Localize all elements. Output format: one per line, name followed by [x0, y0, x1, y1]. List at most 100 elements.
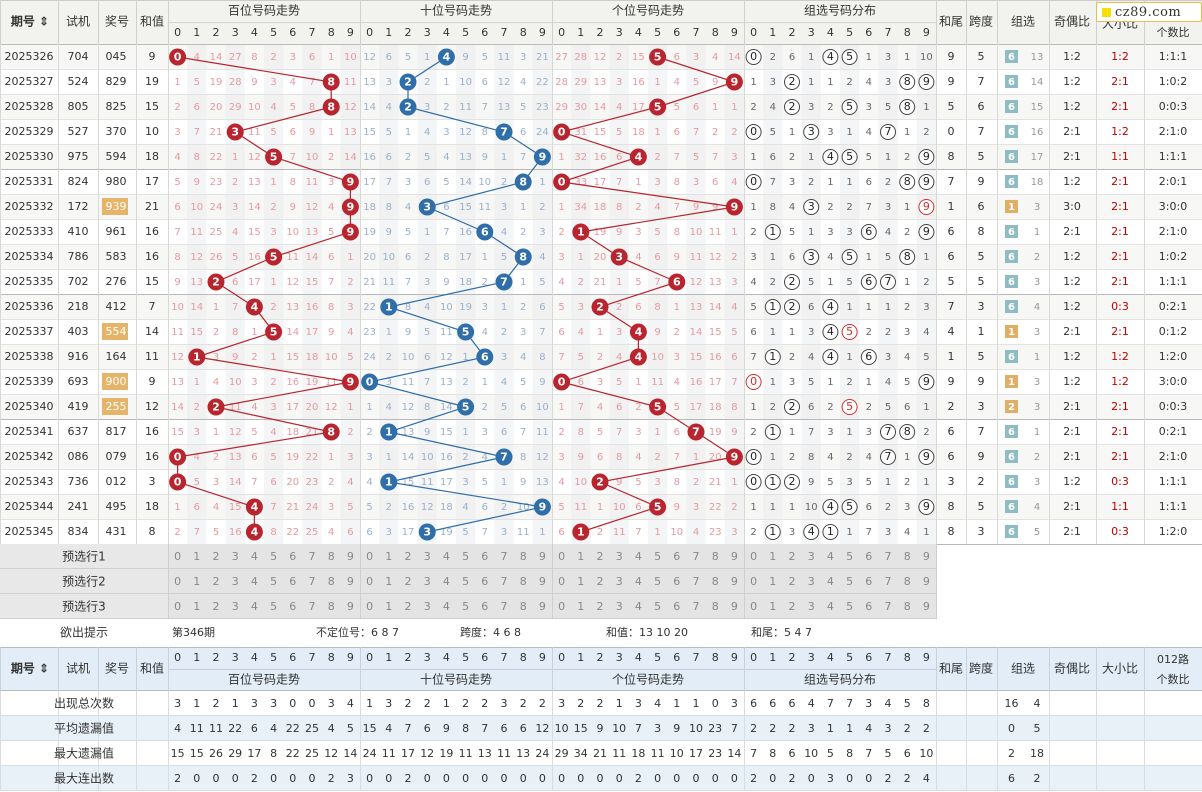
trend-ball: [399, 98, 417, 116]
group-missing-cell: 1: [789, 327, 795, 338]
group-missing-cell: 6: [866, 177, 872, 188]
missing-value-cell: 9: [539, 377, 545, 388]
preselect-digit: 4: [635, 600, 642, 613]
missing-value-cell: 15: [286, 352, 299, 363]
missing-value-cell: 4: [539, 252, 545, 263]
site-logo[interactable]: cz89.com: [1096, 2, 1202, 22]
trend-ball-number: 7: [500, 126, 508, 139]
missing-value-cell: 15: [402, 477, 415, 488]
sum-cell: 18: [145, 150, 159, 163]
missing-value-cell: 7: [674, 202, 680, 213]
sum-cell: 12: [145, 400, 159, 413]
group-missing-cell: 8: [808, 452, 814, 463]
trend-ball: [572, 223, 590, 241]
preselect-digit: 8: [712, 575, 719, 588]
missing-value-cell: 5: [558, 502, 564, 513]
draw-number-cell: 900: [106, 375, 127, 388]
missing-value-cell: 3: [213, 352, 219, 363]
preselect-digit: 1: [385, 600, 392, 613]
missing-value-cell: 6: [674, 52, 680, 63]
group-missing-count: 4: [1034, 302, 1040, 313]
group-hit-ring: [918, 374, 935, 390]
group-missing-cell: 1: [885, 152, 891, 163]
missing-value-cell: 11: [421, 477, 434, 488]
issue-cell: 2025345: [5, 525, 54, 538]
span-cell: 5: [978, 350, 985, 363]
group-missing-cell: 6: [866, 502, 872, 513]
preselect-digit: 3: [232, 600, 239, 613]
odd-even-cell: 3:0: [1063, 200, 1081, 213]
stats-value: 10: [670, 747, 684, 760]
group-missing-cell: 2: [827, 202, 833, 213]
preselect-digit: 9: [539, 600, 546, 613]
stats-value: 11: [651, 747, 665, 760]
group-missing-cell: 3: [885, 352, 891, 363]
preselect-digit: 6: [481, 575, 488, 588]
stats-value: 34: [574, 747, 588, 760]
stats-value: 3: [270, 697, 277, 710]
missing-value-cell: 12: [402, 402, 415, 413]
test-number-cell: 702: [68, 275, 89, 288]
missing-value-cell: 2: [731, 502, 737, 513]
group-missing-cell: 1: [923, 477, 929, 488]
missing-value-cell: 10: [690, 227, 703, 238]
road-012-cell: 0:2:1: [1159, 300, 1187, 313]
missing-value-cell: 15: [248, 227, 261, 238]
sum-tail-cell: 5: [948, 100, 955, 113]
group-missing-cell: 5: [885, 252, 891, 263]
group-missing-cell: 2: [789, 352, 795, 363]
stats-value: 1: [443, 697, 450, 710]
trend-ball-number: 9: [347, 376, 355, 389]
group-type-badge: [1005, 50, 1018, 63]
missing-value-cell: 4: [482, 327, 488, 338]
stats-value: 0: [712, 697, 719, 710]
group-type-label: 6: [1008, 77, 1015, 88]
stats-value: 11: [382, 747, 396, 760]
group-type-badge: [1005, 200, 1018, 213]
missing-value-cell: 22: [286, 527, 299, 538]
trend-ball: [265, 248, 283, 266]
footer-header-draw: 奖号: [105, 662, 129, 676]
span-cell: 5: [978, 250, 985, 263]
stats-value: 26: [209, 747, 223, 760]
missing-value-cell: 15: [363, 127, 376, 138]
missing-value-cell: 4: [558, 277, 564, 288]
missing-value-cell: 21: [306, 427, 319, 438]
header-draw-label: 奖号: [105, 15, 129, 29]
missing-value-cell: 11: [536, 427, 549, 438]
missing-value-cell: 2: [174, 102, 180, 113]
preselect-digit: 5: [270, 600, 277, 613]
missing-value-cell: 1: [443, 77, 449, 88]
footer-header-digit: 8: [520, 651, 527, 664]
footer-header-digit: 6: [289, 651, 296, 664]
preselect-digit: 5: [654, 600, 661, 613]
missing-value-cell: 12: [286, 277, 299, 288]
group-type-badge: [1005, 125, 1018, 138]
trend-ball-number: 3: [615, 251, 623, 264]
group-type-label: 6: [1008, 252, 1015, 263]
test-number-cell: 824: [68, 175, 89, 188]
group-hit-ring: [880, 424, 896, 440]
trend-ball: [668, 273, 686, 291]
missing-value-cell: 4: [290, 77, 296, 88]
span-cell: 3: [978, 525, 985, 538]
missing-value-cell: 11: [517, 527, 530, 538]
trend-ball-number: 3: [231, 126, 239, 139]
test-number-cell: 975: [68, 150, 89, 163]
road-012-cell: 0:1:2: [1159, 325, 1187, 338]
span-cell: 2: [978, 475, 985, 488]
missing-value-cell: 13: [286, 302, 299, 313]
trend-ball: [629, 148, 647, 166]
group-hit-number: 9: [923, 200, 930, 213]
trend-ball: [380, 298, 398, 316]
missing-value-cell: 7: [578, 402, 584, 413]
sum-cell: 18: [145, 500, 159, 513]
trend-ball-number: 0: [558, 126, 566, 139]
preselect-digit: 9: [923, 600, 930, 613]
missing-value-cell: 4: [174, 152, 180, 163]
stats-value: 1: [693, 697, 700, 710]
trend-ball: [649, 498, 667, 516]
trend-ball: [245, 498, 263, 516]
stats-value: 0: [232, 772, 239, 785]
missing-value-cell: 11: [248, 127, 261, 138]
